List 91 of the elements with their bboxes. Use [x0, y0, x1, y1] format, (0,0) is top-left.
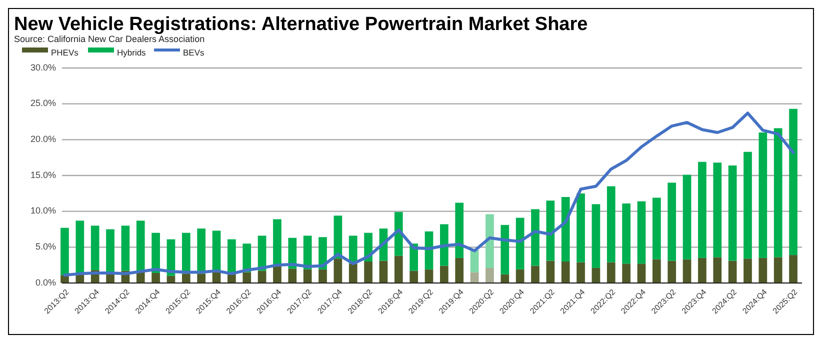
bar — [774, 128, 782, 258]
bar — [500, 274, 510, 283]
bar — [592, 268, 600, 283]
bar — [394, 212, 403, 256]
bar — [668, 260, 676, 283]
bar — [758, 258, 768, 283]
bar — [106, 229, 114, 272]
bar — [561, 197, 570, 262]
bar — [698, 162, 706, 258]
bar — [410, 270, 418, 283]
source-note: Source: California New Car Dealers Association — [14, 34, 205, 44]
bar — [136, 272, 145, 283]
bar — [576, 193, 585, 262]
bar — [470, 250, 479, 272]
y-tick-label: 5.0% — [35, 242, 56, 252]
bar — [273, 219, 282, 267]
bar — [789, 108, 798, 256]
bar — [486, 214, 494, 268]
bar — [455, 202, 464, 258]
bar — [228, 274, 236, 283]
bar — [258, 270, 266, 283]
bar — [364, 262, 372, 283]
bar — [348, 264, 358, 283]
bar — [531, 266, 540, 283]
bar — [668, 182, 676, 261]
bar — [76, 220, 84, 274]
y-tick-label: 15.0% — [30, 170, 56, 180]
bar — [455, 258, 464, 283]
bar — [288, 238, 297, 269]
bar — [334, 258, 342, 283]
bar — [440, 266, 448, 283]
bar — [182, 232, 190, 274]
bar — [561, 262, 570, 283]
bar — [394, 256, 403, 283]
bar — [424, 269, 434, 283]
bar — [152, 272, 160, 283]
y-tick-label: 30.0% — [30, 62, 56, 72]
y-tick-label: 0.0% — [35, 277, 56, 288]
bar — [531, 209, 540, 266]
bar — [652, 259, 661, 283]
bar — [789, 255, 798, 283]
bar — [121, 226, 130, 271]
bar — [303, 269, 312, 283]
bar — [713, 257, 722, 283]
bar — [288, 268, 297, 283]
bar — [228, 239, 236, 274]
bar — [242, 272, 252, 283]
bar — [90, 226, 100, 270]
bar — [744, 258, 752, 283]
bar — [637, 201, 646, 264]
legend-label: PHEVs — [51, 47, 78, 58]
bar — [682, 259, 692, 283]
bar — [197, 274, 206, 283]
bar — [682, 174, 692, 260]
chart-title: New Vehicle Registrations: Alternative Powertrain Market Share — [14, 14, 588, 35]
bar — [744, 152, 752, 259]
bar — [500, 224, 510, 274]
bar — [606, 186, 616, 262]
bar — [758, 132, 768, 258]
bar — [440, 224, 448, 266]
bar — [546, 200, 555, 261]
line-series — [63, 112, 795, 277]
bar — [212, 230, 221, 272]
bar — [713, 162, 722, 258]
bar — [379, 260, 388, 283]
bar — [273, 266, 282, 283]
bar — [318, 269, 327, 283]
bar — [606, 262, 616, 283]
y-tick-label: 25.0% — [30, 98, 56, 108]
bar — [622, 203, 630, 264]
y-tick-label: 20.0% — [30, 134, 56, 144]
bar — [60, 228, 69, 276]
bar — [152, 232, 160, 273]
bar — [652, 198, 661, 260]
bar — [546, 260, 555, 283]
bar — [592, 204, 600, 268]
bar — [728, 260, 737, 283]
bar — [728, 165, 737, 261]
bar — [576, 262, 585, 283]
legend-label: BEVs — [183, 47, 204, 58]
bar — [486, 268, 494, 283]
bar — [197, 228, 206, 274]
bar — [182, 274, 190, 283]
bar — [774, 257, 782, 283]
bar — [136, 220, 145, 272]
bar — [698, 258, 706, 283]
bar — [516, 269, 524, 283]
legend-label: Hybrids — [117, 47, 146, 58]
y-tick-label: 10.0% — [30, 206, 56, 216]
bar — [637, 264, 646, 283]
bar — [622, 264, 630, 283]
